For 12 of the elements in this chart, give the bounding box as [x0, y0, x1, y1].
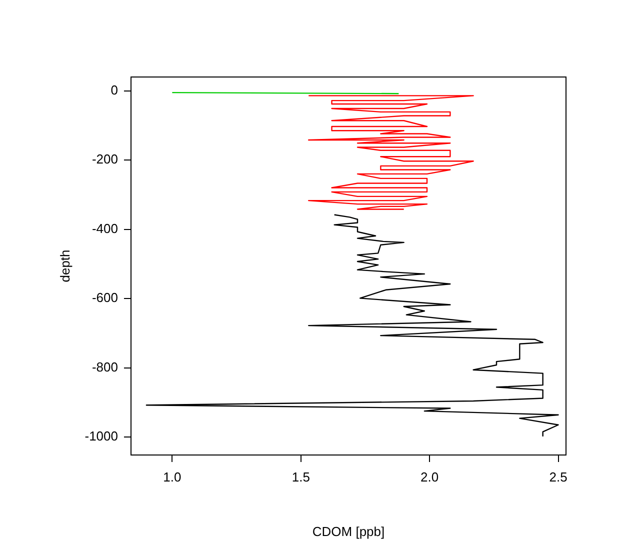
y-tick-label: -1000	[84, 428, 118, 444]
x-tick-label: 2.0	[420, 469, 439, 484]
x-tick-label: 2.5	[549, 469, 568, 484]
x-axis-title: CDOM [ppb]	[312, 524, 385, 539]
x-tick-label: 1.5	[292, 469, 310, 484]
y-tick-label: -200	[92, 152, 118, 167]
y-tick-label: 0	[110, 82, 118, 98]
y-tick-label: -400	[92, 220, 118, 236]
y-tick-label: -600	[92, 290, 118, 306]
x-tick-label: 1.0	[163, 469, 182, 484]
y-tick-label: -800	[92, 359, 118, 374]
y-axis-title: depth	[57, 250, 72, 282]
